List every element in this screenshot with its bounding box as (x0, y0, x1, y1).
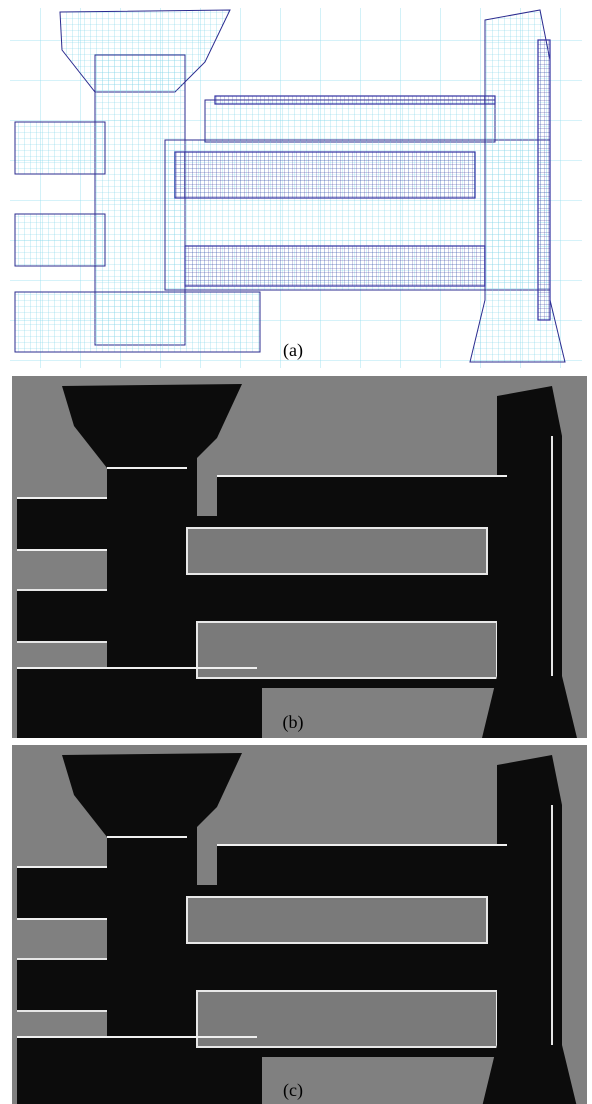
figure: (a) (b) (c) (0, 0, 592, 1104)
occupancy-map (12, 745, 587, 1104)
panel-a: (a) (10, 8, 582, 368)
panel-label: (b) (283, 712, 304, 733)
occupancy-map (12, 376, 587, 738)
panel-label: (c) (283, 1080, 303, 1101)
page: (a) (b) (c) (() => { const data = JSON.p… (0, 0, 592, 1104)
panel-c: (c) (12, 745, 587, 1104)
panel-label: (a) (283, 340, 303, 361)
panel-b: (b) (12, 376, 587, 738)
